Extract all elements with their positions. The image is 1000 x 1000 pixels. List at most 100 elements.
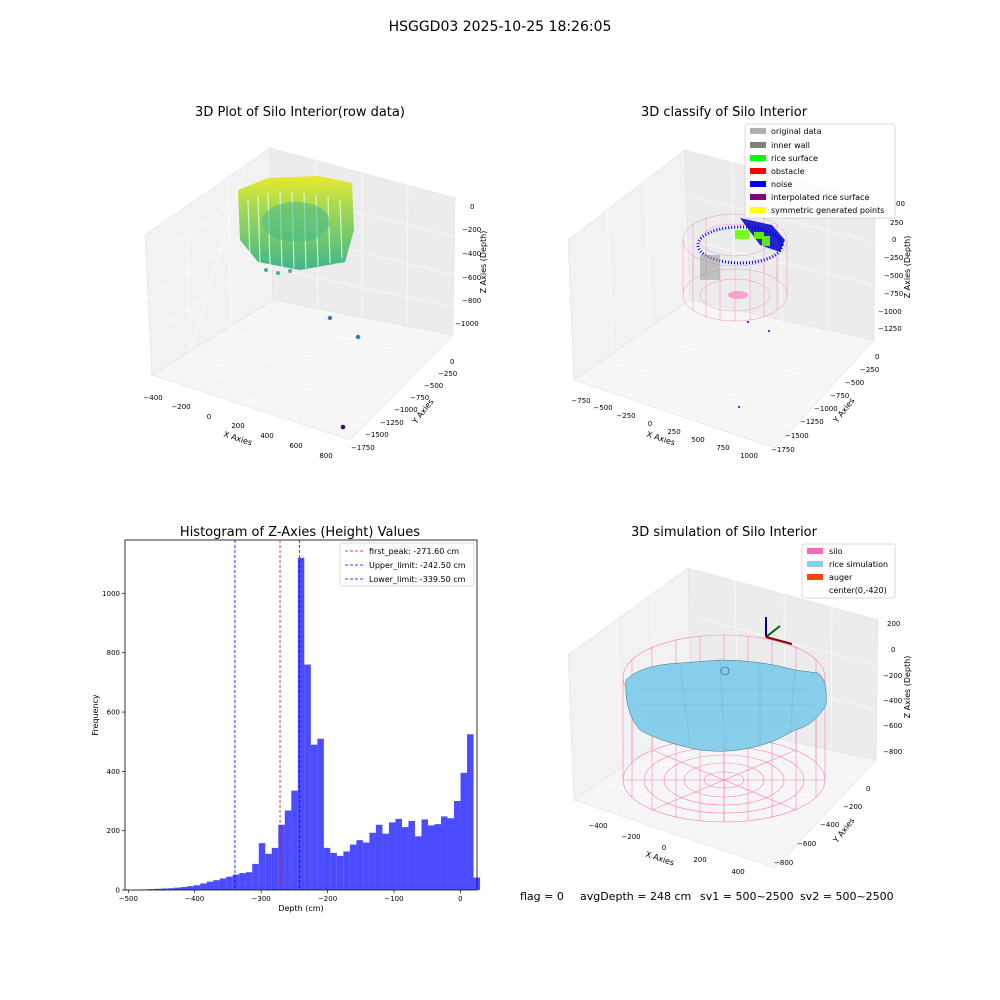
simulation-x-tick: −400 (588, 822, 607, 830)
legend-swatch-silo (807, 548, 823, 554)
simulation-legend: silo rice simulation auger center(0,-420… (801, 543, 896, 599)
simulation-x-tick: −200 (621, 833, 640, 841)
x-tick-label: −500 (119, 895, 138, 903)
histogram-bar (369, 832, 376, 890)
histogram-bar (349, 844, 357, 890)
classify-z-tick: −500 (884, 272, 903, 280)
histogram-bar (375, 824, 383, 890)
histogram-bar (395, 818, 402, 890)
classify-z-tick-partial: 00 (896, 200, 905, 208)
legend-label-interpolated: interpolated rice surface (771, 193, 869, 202)
histogram-bar (434, 824, 442, 890)
simulation-z-label: Z Axies (Depth) (903, 656, 912, 719)
simulation-z-tick: 200 (887, 620, 900, 628)
raw-y-tick: −1500 (365, 431, 389, 439)
classify-y-tick: −500 (845, 379, 864, 387)
status-line: flag = 0 avgDepth = 248 cm sv1 = 500~250… (520, 890, 894, 903)
legend-label-original: original data (771, 127, 822, 136)
histogram-bar (252, 863, 259, 890)
histogram-bar (161, 888, 168, 890)
classify-x-tick: 1000 (740, 452, 758, 460)
raw-x-tick: 0 (207, 413, 211, 421)
histogram-bar (336, 855, 344, 890)
legend-label-center: center(0,-420) (829, 586, 887, 595)
simulation-y-tick: −600 (797, 840, 816, 848)
histogram-bar (193, 885, 201, 890)
simulation-x-tick: 400 (731, 868, 744, 876)
histogram-bar (265, 853, 272, 890)
histogram-bar (226, 876, 233, 890)
raw-panel-title: 3D Plot of Silo Interior(row data) (195, 105, 405, 120)
histogram-bar (447, 818, 455, 890)
classify-silo-wire (682, 213, 788, 322)
histogram-bar (467, 734, 474, 890)
classify-z-ticks: 00 250 0 −250 −500 −750 −1000 −1250 (878, 200, 905, 333)
legend-swatch-original (750, 128, 766, 134)
simulation-panel-title: 3D simulation of Silo Interior (631, 525, 818, 540)
legend-swatch-obstacle (750, 168, 766, 174)
histogram-bar (454, 801, 461, 890)
simulation-x-label: X Axies (644, 850, 675, 868)
legend-label-inner-wall: inner wall (771, 141, 810, 150)
x-tick-label: −200 (318, 895, 337, 903)
histogram-bar (323, 847, 331, 890)
simulation-z-tick: 0 (891, 646, 895, 654)
raw-3d-panel: 3D Plot of Silo Interior(row data) (143, 0, 488, 460)
histogram-bar (271, 847, 279, 890)
simulation-x-tick: 0 (662, 844, 666, 852)
x-tick-label: 0 (458, 895, 462, 903)
histogram-y-label: Frequency (91, 694, 100, 736)
raw-y-tick: −1250 (380, 419, 404, 427)
simulation-3d-panel: 3D simulation of Silo Interior (567, 525, 912, 876)
legend-label-obstacle: obstacle (771, 167, 805, 176)
figure-title: HSGGD03 2025-10-25 18:26:05 (389, 19, 612, 35)
y-tick-label: 800 (107, 649, 120, 657)
classify-z-tick: −250 (884, 254, 903, 262)
classify-3d-panel: 3D classify of Silo Interior (567, 105, 912, 460)
histogram-panel: Histogram of Z-Axies (Height) Values −50… (91, 525, 481, 913)
legend-label-rice-surface: rice surface (771, 154, 818, 163)
histogram-bar (213, 880, 220, 890)
histogram-bar (200, 883, 207, 890)
legend-swatch-interpolated (750, 194, 766, 200)
classify-z-tick: 250 (890, 219, 903, 227)
histogram-bar (401, 827, 409, 890)
classify-y-tick: 0 (875, 353, 879, 361)
classify-y-tick: −1750 (771, 446, 795, 454)
raw-y-tick: −250 (438, 370, 457, 378)
raw-3d-box (144, 0, 456, 441)
raw-z-tick: 0 (470, 203, 474, 211)
histogram-bar (414, 836, 422, 890)
legend-swatch-symmetric (750, 207, 766, 213)
simulation-y-ticks: 0 −200 −400 −600 −800 (774, 785, 870, 867)
histogram-bar (187, 886, 194, 890)
histogram-bar (239, 873, 246, 890)
legend-label-symmetric: symmetric generated points (771, 206, 884, 215)
raw-x-tick: 200 (231, 422, 244, 430)
simulation-x-ticks: −400 −200 0 200 400 (588, 822, 744, 876)
classify-z-tick: −1000 (878, 308, 902, 316)
classify-x-tick: 250 (667, 428, 680, 436)
raw-x-tick: 600 (289, 442, 302, 450)
y-tick-label: 1000 (102, 590, 120, 598)
histogram-bar (421, 819, 428, 890)
simulation-y-tick: −800 (774, 859, 793, 867)
histogram-bar (473, 877, 481, 890)
classify-y-tick: −1250 (800, 418, 824, 426)
raw-z-tick: −400 (462, 250, 481, 258)
raw-z-label: Z Axies (Depth) (479, 231, 488, 294)
raw-z-tick: −800 (462, 297, 481, 305)
simulation-x-tick: 200 (693, 856, 706, 864)
legend-label-auger: auger (829, 573, 853, 582)
classify-x-tick: −250 (616, 412, 635, 420)
raw-z-ticks: 0 −200 −400 −600 −800 −1000 (455, 203, 481, 328)
y-tick-label: 200 (107, 827, 120, 835)
histogram-bar (258, 843, 266, 890)
histogram-bar (388, 822, 396, 890)
raw-y-tick: −500 (424, 382, 443, 390)
x-tick-label: −400 (185, 895, 204, 903)
raw-x-tick: 800 (319, 452, 332, 460)
histogram-title: Histogram of Z-Axies (Height) Values (180, 525, 420, 540)
classify-z-tick: 0 (892, 236, 896, 244)
